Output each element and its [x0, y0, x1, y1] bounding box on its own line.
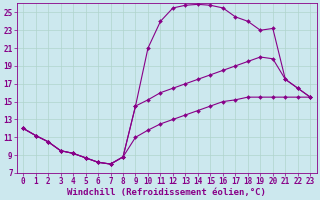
X-axis label: Windchill (Refroidissement éolien,°C): Windchill (Refroidissement éolien,°C)	[67, 188, 266, 197]
